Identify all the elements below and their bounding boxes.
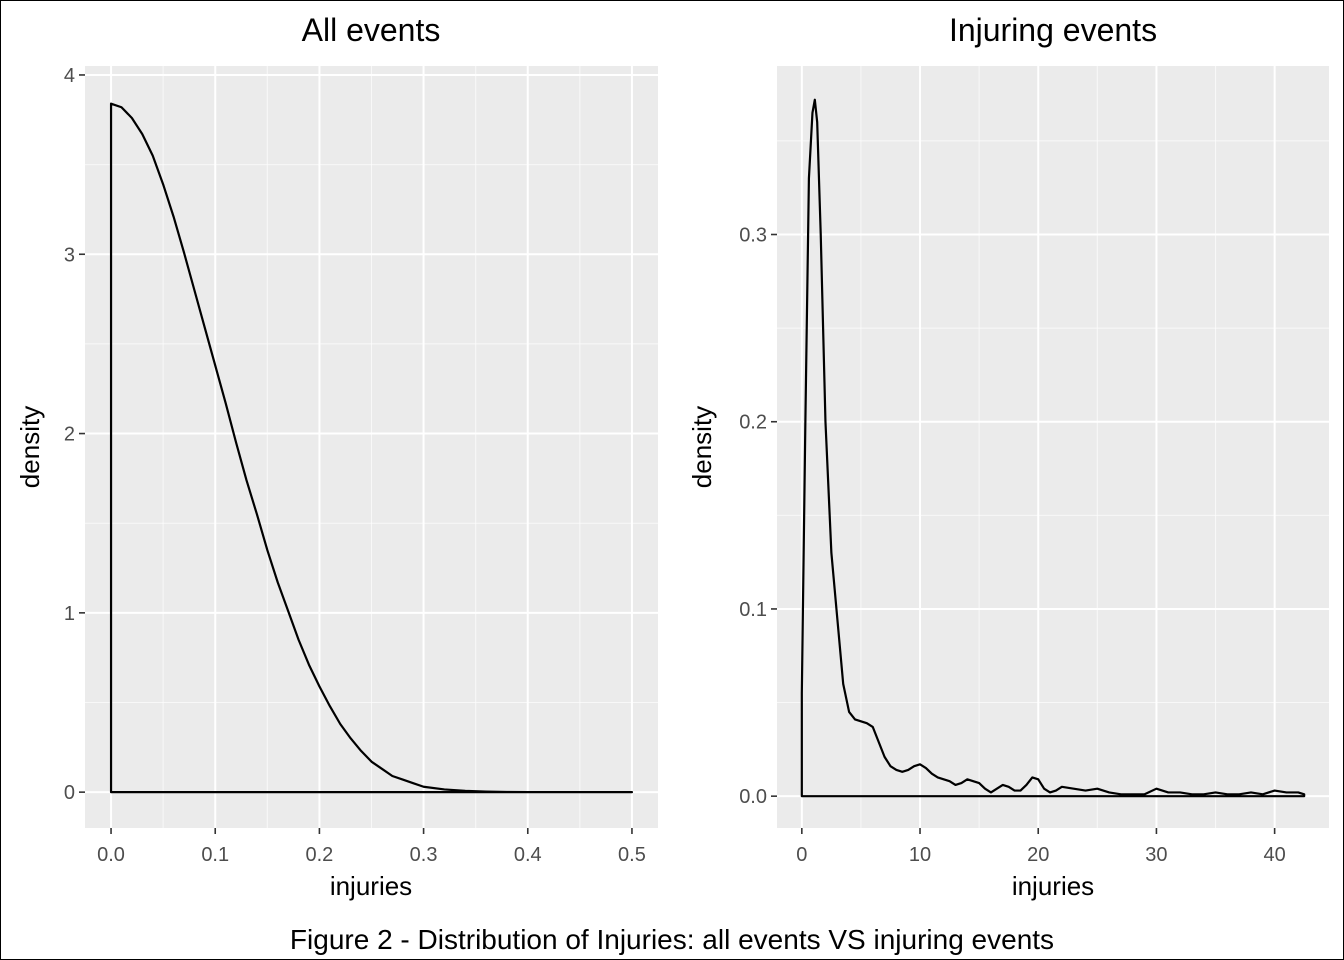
x-tick-label: 0.5 xyxy=(618,844,646,866)
panel-title-injuring-events: Injuring events xyxy=(949,12,1157,48)
x-tick-label: 0.3 xyxy=(410,844,438,866)
y-tick-label: 0 xyxy=(64,782,75,804)
y-tick-label: 0.3 xyxy=(739,225,767,247)
series-all-events xyxy=(109,102,634,794)
y-axis-title-all-events: density xyxy=(15,406,45,488)
y-axis-title-injuring-events: density xyxy=(687,406,717,488)
density-curve xyxy=(109,102,634,794)
panel-all-events: All events 0.0 0.1 0.2 0.3 0.4 0.5 0 1 2 3 4 injur… xyxy=(15,12,658,901)
y-tick-label: 0.2 xyxy=(739,412,767,434)
x-tick-label: 10 xyxy=(909,844,931,866)
x-axis-title-all-events: injuries xyxy=(330,871,412,901)
x-tick-label: 0.2 xyxy=(306,844,334,866)
x-axis-title-injuring-events: injuries xyxy=(1012,871,1094,901)
series-injuring-events xyxy=(800,98,1306,798)
panel-title-all-events: All events xyxy=(302,12,441,48)
x-tick-label: 0.1 xyxy=(201,844,229,866)
x-tick-label: 0.4 xyxy=(514,844,542,866)
x-tick-label: 0.0 xyxy=(97,844,125,866)
y-tick-label: 0.0 xyxy=(739,786,767,808)
y-tick-label: 4 xyxy=(64,65,75,87)
y-tick-label: 0.1 xyxy=(739,599,767,621)
x-tick-label: 20 xyxy=(1027,844,1049,866)
x-tick-label: 30 xyxy=(1145,844,1167,866)
plot-area-injuring-events xyxy=(777,66,1329,828)
y-tick-label: 2 xyxy=(64,424,75,446)
panel-injuring-events: Injuring events 0 10 20 30 40 0.0 0.1 0.2 0.3 in… xyxy=(687,12,1329,901)
ticks-all-events: 0.0 0.1 0.2 0.3 0.4 0.5 0 1 2 3 4 xyxy=(64,65,646,866)
y-tick-label: 1 xyxy=(64,603,75,625)
x-tick-label: 40 xyxy=(1264,844,1286,866)
figure-caption: Figure 2 - Distribution of Injuries: all… xyxy=(290,924,1054,955)
density-curve xyxy=(800,98,1306,798)
y-tick-label: 3 xyxy=(64,244,75,266)
ticks-injuring-events: 0 10 20 30 40 0.0 0.1 0.2 0.3 xyxy=(739,225,1286,866)
x-tick-label: 0 xyxy=(796,844,807,866)
